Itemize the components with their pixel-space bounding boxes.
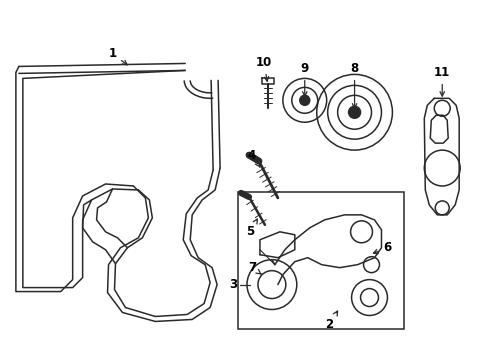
Circle shape bbox=[299, 95, 309, 105]
Text: 2: 2 bbox=[325, 311, 337, 331]
Bar bbox=[238, 192, 404, 329]
Text: 6: 6 bbox=[373, 241, 391, 254]
Text: 10: 10 bbox=[255, 56, 271, 81]
Text: 5: 5 bbox=[245, 219, 257, 238]
Text: 1: 1 bbox=[108, 47, 127, 65]
Text: 8: 8 bbox=[350, 62, 358, 108]
Text: 3: 3 bbox=[228, 278, 237, 291]
Text: 4: 4 bbox=[247, 149, 259, 167]
Text: 11: 11 bbox=[433, 66, 449, 96]
Text: 9: 9 bbox=[300, 62, 308, 96]
Text: 7: 7 bbox=[247, 261, 261, 274]
Circle shape bbox=[348, 106, 360, 118]
